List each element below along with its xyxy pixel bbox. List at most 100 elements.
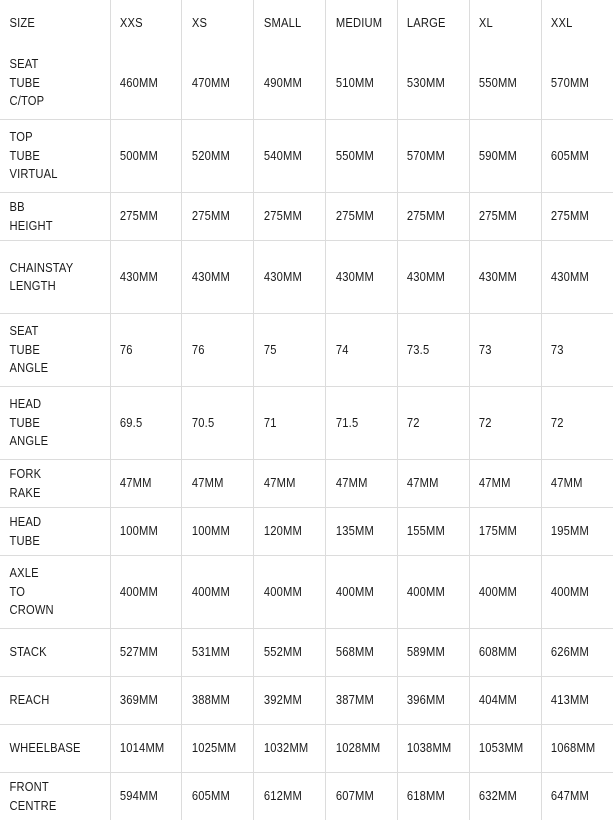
metric-value: 490MM [254, 47, 316, 120]
metric-value: 530MM [397, 47, 459, 120]
metric-label: HEAD TUBE [0, 508, 95, 556]
metric-value: 275MM [397, 193, 459, 241]
metric-value: 589MM [397, 629, 459, 677]
metric-value: 520MM [182, 120, 244, 193]
metric-value: 552MM [254, 629, 316, 677]
metric-value: 155MM [397, 508, 459, 556]
metric-value: 460MM [110, 47, 172, 120]
metric-value: 430MM [326, 241, 388, 314]
metric-value: 540MM [254, 120, 316, 193]
metric-value: 120MM [254, 508, 316, 556]
metric-label: BB HEIGHT [0, 193, 95, 241]
header-size-xxl: XXL [541, 0, 603, 47]
metric-label: REACH [0, 677, 95, 725]
header-size-xs: XS [182, 0, 244, 47]
metric-value: 568MM [326, 629, 388, 677]
metric-value: 74 [326, 314, 388, 387]
header-size-large: LARGE [397, 0, 459, 47]
metric-value: 47MM [469, 460, 531, 508]
metric-value: 531MM [182, 629, 244, 677]
metric-value: 47MM [397, 460, 459, 508]
metric-value: 400MM [541, 556, 603, 629]
metric-value: 47MM [541, 460, 603, 508]
metric-value: 72 [397, 387, 459, 460]
metric-value: 1028MM [326, 725, 388, 773]
metric-value: 275MM [182, 193, 244, 241]
metric-value: 500MM [110, 120, 172, 193]
metric-value: 47MM [326, 460, 388, 508]
metric-value: 400MM [326, 556, 388, 629]
metric-value: 1053MM [469, 725, 531, 773]
metric-value: 100MM [110, 508, 172, 556]
metric-value: 527MM [110, 629, 172, 677]
metric-value: 387MM [326, 677, 388, 725]
metric-value: 605MM [182, 773, 244, 820]
metric-value: 430MM [397, 241, 459, 314]
metric-value: 470MM [182, 47, 244, 120]
metric-value: 275MM [541, 193, 603, 241]
header-size-label: SIZE [0, 0, 95, 47]
metric-value: 100MM [182, 508, 244, 556]
header-size-medium: MEDIUM [326, 0, 388, 47]
metric-value: 76 [182, 314, 244, 387]
metric-value: 510MM [326, 47, 388, 120]
metric-label: CHAINSTAY LENGTH [0, 241, 95, 314]
metric-value: 369MM [110, 677, 172, 725]
metric-value: 413MM [541, 677, 603, 725]
metric-value: 195MM [541, 508, 603, 556]
metric-value: 618MM [397, 773, 459, 820]
metric-label: AXLE TO CROWN [0, 556, 95, 629]
metric-value: 608MM [469, 629, 531, 677]
metric-value: 400MM [397, 556, 459, 629]
metric-value: 76 [110, 314, 172, 387]
metric-value: 72 [541, 387, 603, 460]
metric-value: 430MM [110, 241, 172, 314]
metric-value: 392MM [254, 677, 316, 725]
metric-value: 72 [469, 387, 531, 460]
metric-label: HEAD TUBE ANGLE [0, 387, 95, 460]
metric-label: FORK RAKE [0, 460, 95, 508]
metric-value: 73.5 [397, 314, 459, 387]
metric-value: 1014MM [110, 725, 172, 773]
metric-label: SEAT TUBE C/TOP [0, 47, 95, 120]
metric-value: 135MM [326, 508, 388, 556]
header-size-small: SMALL [254, 0, 316, 47]
metric-value: 71.5 [326, 387, 388, 460]
metric-label: SEAT TUBE ANGLE [0, 314, 95, 387]
header-size-xl: XL [469, 0, 531, 47]
header-size-xxs: XXS [110, 0, 172, 47]
metric-value: 550MM [326, 120, 388, 193]
metric-value: 430MM [254, 241, 316, 314]
metric-value: 404MM [469, 677, 531, 725]
metric-value: 73 [541, 314, 603, 387]
metric-value: 607MM [326, 773, 388, 820]
metric-value: 550MM [469, 47, 531, 120]
metric-value: 400MM [469, 556, 531, 629]
metric-value: 400MM [254, 556, 316, 629]
metric-value: 1025MM [182, 725, 244, 773]
metric-value: 612MM [254, 773, 316, 820]
metric-value: 647MM [541, 773, 603, 820]
metric-value: 47MM [254, 460, 316, 508]
metric-value: 1032MM [254, 725, 316, 773]
metric-label: STACK [0, 629, 95, 677]
metric-value: 47MM [182, 460, 244, 508]
metric-value: 71 [254, 387, 316, 460]
metric-value: 69.5 [110, 387, 172, 460]
metric-value: 1068MM [541, 725, 603, 773]
metric-value: 388MM [182, 677, 244, 725]
metric-value: 626MM [541, 629, 603, 677]
metric-value: 175MM [469, 508, 531, 556]
